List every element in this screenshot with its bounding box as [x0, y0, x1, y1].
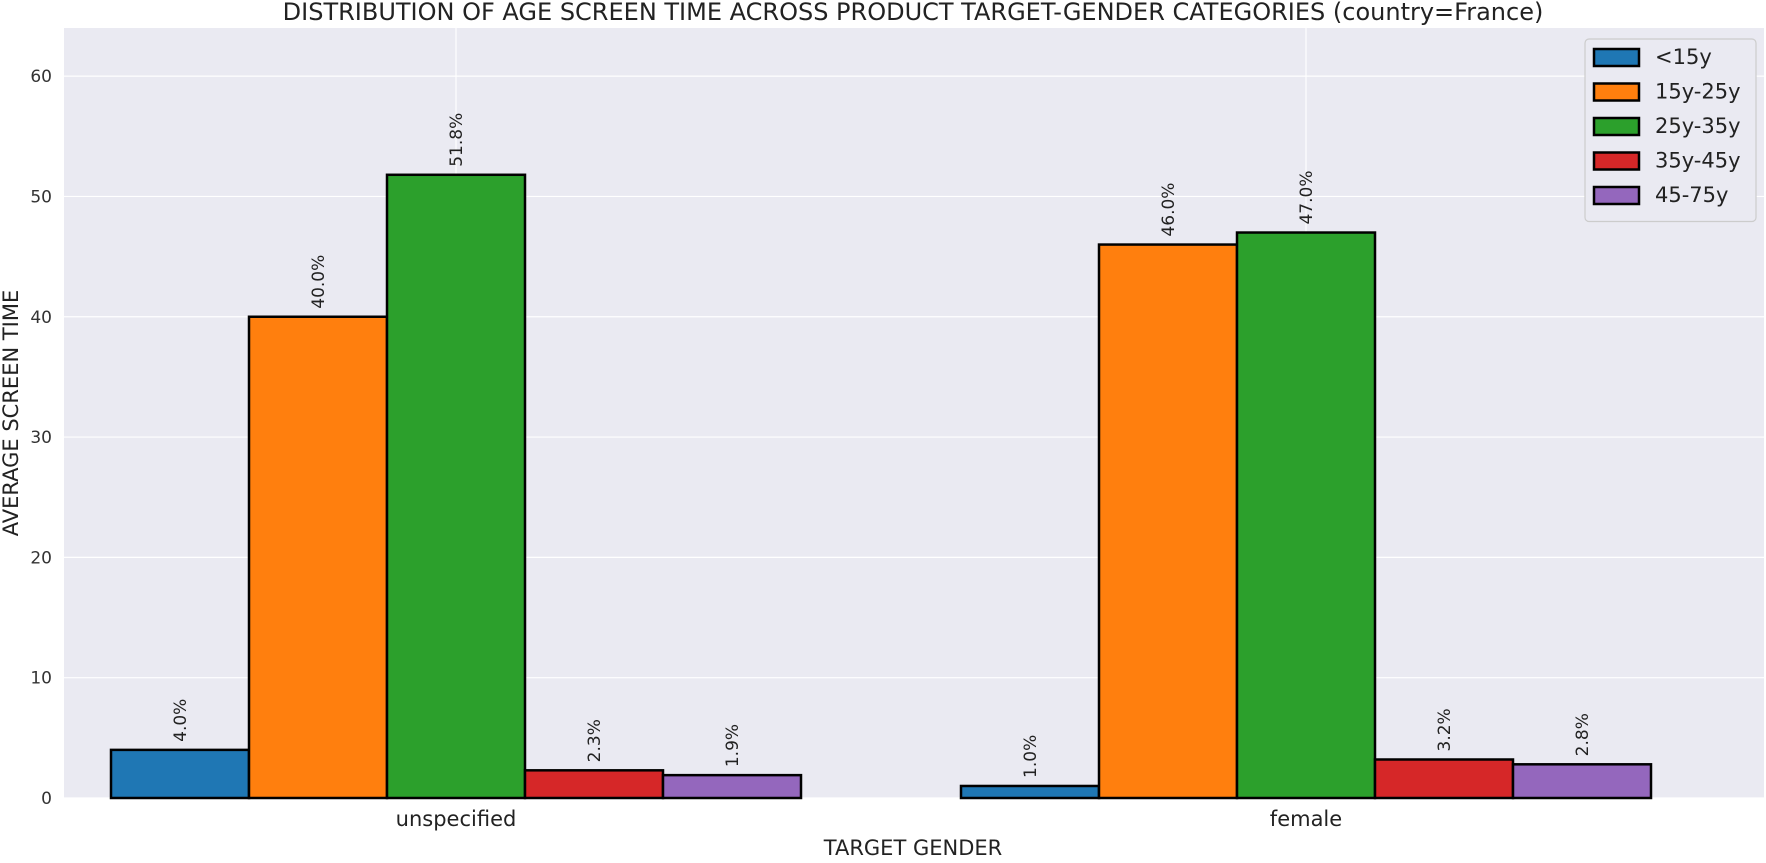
data-label: 2.8% [1573, 713, 1593, 756]
data-label: 1.0% [1021, 735, 1041, 778]
legend-label: 45-75y [1655, 183, 1728, 207]
data-label: 40.0% [309, 255, 329, 309]
x-axis-label: TARGET GENDER [823, 836, 1002, 859]
bar [1235, 231, 1377, 800]
chart-title: DISTRIBUTION OF AGE SCREEN TIME ACROSS P… [283, 0, 1544, 26]
bar [959, 784, 1101, 800]
legend-swatch [1592, 185, 1641, 206]
x-tick-label: unspecified [396, 807, 517, 831]
bar [1097, 243, 1239, 800]
y-tick-label: 40 [30, 308, 52, 328]
legend-swatch [1592, 82, 1641, 102]
bar [385, 173, 527, 800]
y-tick-label: 50 [30, 187, 52, 207]
y-tick-label: 30 [30, 428, 52, 448]
x-tick-label: female [1270, 807, 1342, 831]
bar [1373, 758, 1515, 800]
y-axis-label: AVERAGE SCREEN TIME [0, 290, 23, 537]
legend-label: 15y-25y [1655, 80, 1741, 104]
legend-swatch [1592, 116, 1641, 137]
data-label: 3.2% [1435, 708, 1455, 751]
legend-swatch [1592, 47, 1641, 68]
legend: <15y 15y-25y 25y-35y 35y-45y 45-75y [1584, 38, 1757, 223]
legend-label: 35y-45y [1655, 149, 1741, 173]
bar [661, 773, 803, 800]
legend-label: 25y-35y [1655, 114, 1741, 138]
data-label: 46.0% [1159, 183, 1179, 237]
bar [523, 769, 665, 800]
legend-label: <15y [1655, 45, 1712, 69]
y-tick-label: 0 [41, 789, 52, 809]
data-label: 4.0% [171, 699, 191, 742]
data-label: 2.3% [585, 719, 605, 762]
bar [109, 748, 251, 800]
data-label: 51.8% [447, 113, 467, 167]
data-label: 1.9% [723, 724, 743, 767]
bar [1511, 763, 1653, 800]
bar [247, 315, 389, 800]
y-tick-label: 60 [30, 67, 52, 87]
data-label: 47.0% [1297, 171, 1317, 225]
y-tick-label: 20 [30, 548, 52, 568]
y-tick-label: 10 [30, 669, 52, 689]
legend-swatch [1592, 151, 1641, 171]
